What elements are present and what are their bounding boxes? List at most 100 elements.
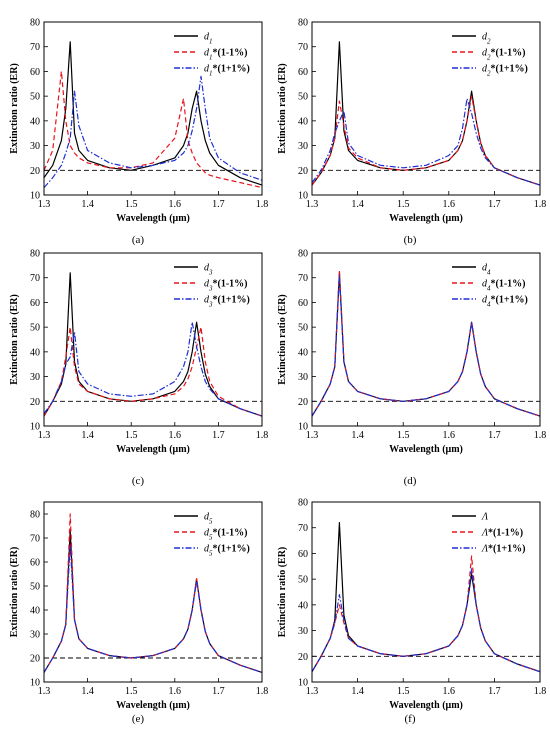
x-axis-title: Wavelength (μm)	[116, 213, 190, 224]
x-axis-title: Wavelength (μm)	[389, 213, 463, 224]
panel-caption: (f)	[405, 713, 416, 725]
series-line-2	[43, 70, 263, 189]
legend-entry: d2*(1-1%)	[482, 48, 526, 62]
legend-entry: d4*(1+1%)	[482, 295, 528, 309]
y-tick-label: 50	[298, 575, 308, 586]
chart-panel-5: 1.3 1.4 1.5 1.6 1.7 1.8 10 20 30 40 50 60 70 80 Wavele…	[9, 501, 269, 725]
y-tick-label: 10	[298, 678, 308, 689]
y-tick-label: 20	[30, 166, 40, 177]
x-tick-label: 1.5	[397, 430, 410, 441]
y-tick-label: 70	[30, 534, 40, 545]
plot-frame	[43, 21, 263, 196]
x-tick-label: 1.5	[397, 686, 410, 697]
y-tick-label: 80	[30, 249, 40, 260]
x-tick-label: 1.4	[351, 430, 364, 441]
x-axis-title: Wavelength (μm)	[389, 700, 463, 711]
y-tick-label: 60	[30, 298, 40, 309]
y-tick-label: 80	[30, 18, 40, 29]
y-tick-label: 60	[298, 298, 308, 309]
y-tick-label: 20	[30, 654, 40, 665]
legend-entry: d4*(1-1%)	[482, 279, 526, 293]
y-axis-title: Extinction ratio (ER)	[9, 63, 20, 154]
x-tick-label: 1.8	[256, 199, 269, 210]
legend-entry: Λ*(1+1%)	[481, 544, 525, 555]
plot-frame	[43, 501, 263, 683]
chart-panel-3: 1.3 1.4 1.5 1.6 1.7 1.8 10 20 30 40 50 60 70 80 Wavele…	[9, 249, 268, 488]
chart-panel-2: 1.3 1.4 1.5 1.6 1.7 1.8 10 20 30 40 50 60 70 80 Wavele…	[277, 18, 546, 247]
x-tick-label: 1.5	[125, 686, 138, 697]
y-tick-label: 20	[298, 397, 308, 408]
y-tick-label: 70	[298, 523, 308, 534]
legend-entry: d4	[482, 263, 491, 277]
x-tick-label: 1.4	[351, 686, 364, 697]
x-tick-label: 1.8	[256, 686, 269, 697]
y-tick-label: 30	[30, 372, 40, 383]
panel-caption: (e)	[132, 713, 145, 725]
x-tick-label: 1.6	[169, 199, 182, 210]
x-tick-label: 1.3	[306, 686, 319, 697]
y-tick-label: 80	[30, 510, 40, 521]
legend-entry: d3*(1-1%)	[204, 279, 248, 293]
x-tick-label: 1.4	[81, 430, 94, 441]
y-axis-title: Extinction ratio (ER)	[277, 547, 288, 638]
y-tick-label: 10	[298, 191, 308, 202]
chart-panel-6: 1.3 1.4 1.5 1.6 1.7 1.8 10 20 30 40 50 60 70 80 Wavele…	[277, 498, 546, 726]
series-line-2	[43, 326, 263, 417]
x-axis-title: Wavelength (μm)	[116, 444, 190, 455]
x-tick-label: 1.8	[534, 199, 547, 210]
y-tick-label: 40	[298, 116, 308, 127]
x-tick-label: 1.6	[443, 686, 456, 697]
y-tick-label: 30	[30, 630, 40, 641]
y-tick-label: 30	[298, 626, 308, 637]
x-tick-label: 1.5	[125, 199, 138, 210]
y-tick-label: 80	[298, 249, 308, 260]
y-tick-label: 70	[298, 42, 308, 53]
x-tick-label: 1.7	[488, 430, 501, 441]
y-tick-label: 80	[298, 498, 308, 509]
legend-entry: d5*(1+1%)	[204, 544, 250, 558]
series-line-1	[43, 41, 263, 186]
x-axis-title: Wavelength (μm)	[389, 444, 463, 455]
y-tick-label: 60	[298, 67, 308, 78]
x-tick-label: 1.8	[534, 430, 547, 441]
y-tick-label: 20	[30, 397, 40, 408]
y-tick-label: 50	[298, 323, 308, 334]
series-line-2	[43, 513, 263, 673]
x-tick-label: 1.6	[169, 686, 182, 697]
legend-entry: d2	[482, 32, 491, 46]
plot-frame	[311, 501, 541, 683]
series-line-2	[311, 95, 541, 186]
series-line-2	[311, 555, 541, 673]
x-tick-label: 1.3	[306, 430, 319, 441]
y-tick-label: 30	[30, 141, 40, 152]
y-tick-label: 60	[30, 558, 40, 569]
x-tick-label: 1.5	[125, 430, 138, 441]
x-tick-label: 1.6	[443, 199, 456, 210]
y-tick-label: 10	[298, 422, 308, 433]
y-tick-label: 40	[298, 347, 308, 358]
y-tick-label: 20	[298, 652, 308, 663]
chart-panel-1: 1.3 1.4 1.5 1.6 1.7 1.8 10 20 30 40 50 60 70 80 Wavele…	[9, 18, 268, 247]
y-tick-label: 10	[30, 678, 40, 689]
x-tick-label: 1.6	[443, 430, 456, 441]
x-tick-label: 1.7	[488, 686, 501, 697]
x-tick-label: 1.3	[38, 430, 51, 441]
y-axis-title: Extinction ratio (ER)	[9, 547, 20, 638]
legend-entry: d3	[204, 263, 213, 277]
y-axis-title: Extinction ratio (ER)	[9, 294, 20, 385]
plot-frame	[311, 21, 541, 196]
x-tick-label: 1.7	[488, 199, 501, 210]
y-tick-label: 40	[30, 116, 40, 127]
x-tick-label: 1.4	[81, 199, 94, 210]
series-line-3	[311, 568, 541, 673]
x-tick-label: 1.7	[212, 686, 225, 697]
x-tick-label: 1.7	[212, 430, 225, 441]
panel-caption: (d)	[404, 475, 417, 487]
y-tick-label: 30	[298, 372, 308, 383]
series-line-1	[43, 272, 263, 417]
y-tick-label: 40	[298, 600, 308, 611]
x-tick-label: 1.3	[38, 686, 51, 697]
legend-entry: d1*(1+1%)	[204, 64, 250, 78]
y-tick-label: 50	[30, 92, 40, 103]
